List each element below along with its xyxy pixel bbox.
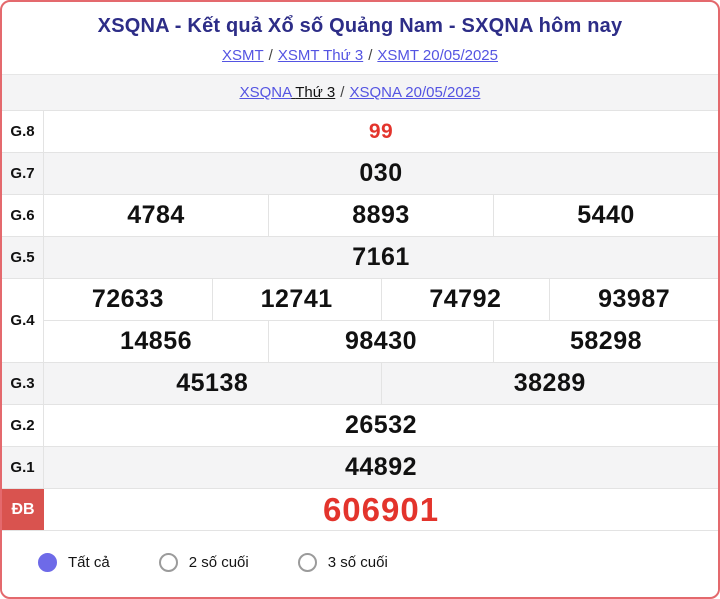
prize-values-row: 44892	[44, 447, 718, 488]
prize-number: 5440	[493, 195, 718, 236]
prize-row-g3: G.3 45138 38289	[2, 362, 718, 404]
prize-row-g6: G.6 4784 8893 5440	[2, 194, 718, 236]
prize-label: G.5	[2, 237, 44, 278]
radio-unselected-icon[interactable]	[297, 552, 317, 572]
prize-number: 58298	[493, 321, 718, 362]
prize-values: 030	[44, 153, 718, 194]
prize-number: 14856	[119, 327, 193, 355]
prize-label: G.4	[2, 279, 44, 362]
results-table: G.8 99 G.7 030 G.6 4784 8893 5440 G.5 7161 G.4 7263…	[2, 110, 718, 531]
prize-label: G.3	[2, 363, 44, 404]
breadcrumb-separator: /	[340, 84, 345, 101]
prize-values-row: 606901	[44, 489, 718, 530]
prize-values-row: 14856 98430 58298	[44, 320, 718, 362]
breadcrumb-link-xsqna-date[interactable]: XSQNA 20/05/2025	[349, 84, 481, 101]
prize-number: 12741	[211, 279, 381, 320]
prize-number: 38289	[380, 363, 719, 404]
prize-label: G.1	[2, 447, 44, 488]
prize-number: 45138	[176, 369, 249, 397]
prize-values: 7161	[44, 237, 718, 278]
prize-label: ĐB	[2, 489, 44, 530]
prize-row-g8: G.8 99	[2, 110, 718, 152]
prize-label: G.2	[2, 405, 44, 446]
prize-number: 030	[359, 159, 403, 187]
page-title: XSQNA - Kết quả Xổ số Quảng Nam - SXQNA …	[97, 15, 623, 37]
prize-number: 606901	[322, 490, 440, 528]
prize-values: 45138 38289	[44, 363, 718, 404]
breadcrumb-separator: /	[268, 47, 273, 64]
breadcrumb-link-xsmt-weekday[interactable]: XSMT Thứ 3	[277, 47, 364, 64]
prize-label: G.6	[2, 195, 44, 236]
prize-values-row: 99	[44, 111, 718, 152]
prize-row-g5: G.5 7161	[2, 236, 718, 278]
filter-options: Tất cả 2 số cuối 3 số cuối	[2, 531, 718, 593]
prize-row-g2: G.2 26532	[2, 404, 718, 446]
radio-selected-icon[interactable]	[38, 552, 57, 572]
prize-row-đb: ĐB 606901	[2, 488, 718, 530]
prize-values-row: 4784 8893 5440	[44, 195, 718, 236]
prize-row-g1: G.1 44892	[2, 446, 718, 488]
prize-values-row: 72633 12741 74792 93987	[44, 279, 718, 320]
filter-option-2-s-cu-i[interactable]: 2 số cuối	[158, 552, 249, 572]
prize-number: 93987	[549, 279, 718, 320]
sub-breadcrumb: XSQNA Thứ 3/XSQNA 20/05/2025	[2, 74, 718, 110]
prize-row-g4: G.4 72633 12741 74792 93987 14856 98430 58298	[2, 278, 718, 362]
prize-number: 98430	[268, 321, 493, 362]
breadcrumb-link-xsqna[interactable]: XSQNA	[239, 84, 292, 101]
prize-values: 4784 8893 5440	[44, 195, 718, 236]
prize-number: 7161	[352, 243, 410, 271]
breadcrumb-link-xsmt-date[interactable]: XSMT 20/05/2025	[377, 47, 498, 64]
prize-number: 44892	[344, 453, 418, 481]
prize-number: 4784	[127, 201, 185, 229]
prize-values: 72633 12741 74792 93987 14856 98430 58298	[44, 279, 718, 362]
prize-number: 74792	[380, 279, 550, 320]
prize-number: 72633	[91, 285, 164, 313]
prize-number: 26532	[344, 411, 418, 439]
filter-option-3-s-cu-i[interactable]: 3 số cuối	[297, 552, 388, 572]
filter-option-label: 2 số cuối	[188, 553, 249, 571]
prize-values: 44892	[44, 447, 718, 488]
prize-values: 26532	[44, 405, 718, 446]
prize-label: G.8	[2, 111, 44, 152]
prize-values-row: 26532	[44, 405, 718, 446]
card-header: XSQNA - Kết quả Xổ số Quảng Nam - SXQNA …	[2, 2, 718, 74]
prize-values: 606901	[44, 489, 718, 530]
breadcrumb-link-xsmt[interactable]: XSMT	[221, 47, 264, 64]
prize-values: 99	[44, 111, 718, 152]
prize-number: 8893	[268, 195, 493, 236]
breadcrumb-separator: /	[368, 47, 373, 64]
filter-option-label: Tất cả	[68, 553, 110, 571]
breadcrumb: XSMT / XSMT Thứ 3/XSMT 20/05/2025	[2, 47, 718, 74]
prize-values-row: 030	[44, 153, 718, 194]
prize-label: G.7	[2, 153, 44, 194]
prize-row-g7: G.7 030	[2, 152, 718, 194]
filter-option-t-t-c-[interactable]: Tất cả	[38, 552, 110, 572]
sub-breadcrumb-weekday: Thứ 3	[295, 84, 336, 101]
prize-values-row: 45138 38289	[44, 363, 718, 404]
prize-values-row: 7161	[44, 237, 718, 278]
radio-unselected-icon[interactable]	[158, 552, 178, 572]
prize-number: 99	[368, 119, 394, 143]
filter-option-label: 3 số cuối	[327, 553, 388, 571]
